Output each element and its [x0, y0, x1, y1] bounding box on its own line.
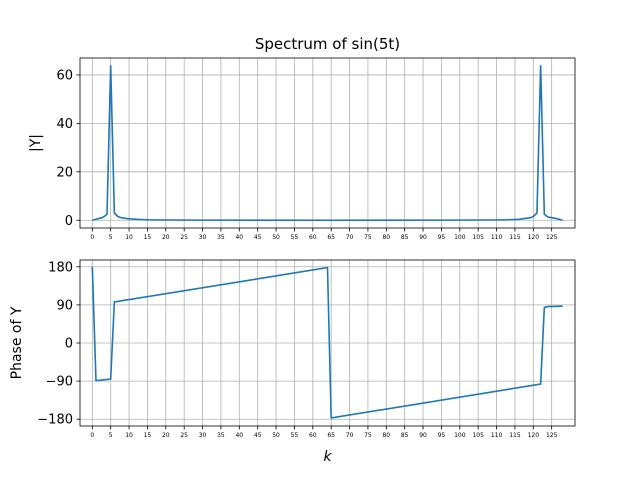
magnitude-y-axis-label: |Y|	[28, 134, 44, 152]
phase-x-tick-label: 30	[199, 432, 207, 439]
magnitude-y-tick-label: 40	[56, 117, 73, 132]
magnitude-x-tick-label: 55	[291, 234, 299, 241]
magnitude-x-tick-label: 110	[491, 234, 503, 241]
magnitude-x-tick-label: 125	[546, 234, 558, 241]
magnitude-subplot: 0 5 10 15 20 25 30 35 40 45 50 55 60 65 70 75 80 85 90 95 10…	[28, 35, 576, 241]
magnitude-y-tick-label: 0	[65, 214, 73, 229]
phase-x-tick-label: 55	[291, 432, 299, 439]
magnitude-x-tick-label: 15	[144, 234, 152, 241]
magnitude-x-ticks: 0 5 10 15 20 25 30 35 40 45 50 55 60 65 70 75 80 85 90 95 10…	[90, 228, 558, 241]
phase-x-tick-label: 65	[327, 432, 335, 439]
phase-x-axis-label: k	[323, 449, 332, 465]
phase-x-tick-label: 120	[528, 432, 540, 439]
magnitude-x-tick-label: 35	[217, 234, 225, 241]
phase-x-tick-label: 105	[472, 432, 484, 439]
phase-x-tick-label: 35	[217, 432, 225, 439]
phase-y-tick-label: 180	[48, 260, 73, 275]
phase-subplot: 0 5 10 15 20 25 30 35 40 45 50 55 60 65 70 75 80 85 90 95 10…	[9, 259, 576, 465]
magnitude-x-tick-label: 10	[125, 234, 133, 241]
magnitude-x-tick-label: 115	[509, 234, 521, 241]
phase-x-tick-label: 0	[90, 432, 94, 439]
phase-x-tick-label: 115	[509, 432, 521, 439]
phase-x-ticks: 0 5 10 15 20 25 30 35 40 45 50 55 60 65 70 75 80 85 90 95 10…	[90, 426, 558, 439]
magnitude-x-tick-label: 60	[309, 234, 317, 241]
phase-x-tick-label: 10	[125, 432, 133, 439]
magnitude-series-line	[92, 65, 563, 222]
phase-x-tick-label: 80	[382, 432, 390, 439]
magnitude-x-tick-label: 90	[419, 234, 427, 241]
phase-y-tick-label: −180	[37, 413, 73, 428]
magnitude-chart-title: Spectrum of sin(5t)	[255, 35, 400, 53]
phase-x-tick-label: 40	[235, 432, 243, 439]
magnitude-x-tick-label: 20	[162, 234, 170, 241]
magnitude-grid	[80, 58, 575, 228]
phase-x-tick-label: 85	[401, 432, 409, 439]
magnitude-x-tick-label: 0	[90, 234, 94, 241]
magnitude-x-tick-label: 85	[401, 234, 409, 241]
magnitude-x-tick-label: 65	[327, 234, 335, 241]
phase-x-tick-label: 125	[546, 432, 558, 439]
magnitude-x-tick-label: 40	[235, 234, 243, 241]
phase-y-tick-label: 0	[65, 337, 73, 352]
magnitude-x-tick-label: 75	[364, 234, 372, 241]
phase-x-tick-label: 25	[180, 432, 188, 439]
phase-x-tick-label: 75	[364, 432, 372, 439]
phase-x-tick-label: 60	[309, 432, 317, 439]
magnitude-x-tick-label: 95	[438, 234, 446, 241]
magnitude-axes-frame	[79, 57, 576, 229]
phase-y-tick-label: −90	[46, 375, 73, 390]
magnitude-x-tick-label: 50	[272, 234, 280, 241]
magnitude-x-tick-label: 25	[180, 234, 188, 241]
phase-x-tick-label: 95	[438, 432, 446, 439]
phase-x-tick-label: 50	[272, 432, 280, 439]
phase-x-tick-label: 15	[144, 432, 152, 439]
magnitude-x-tick-label: 5	[109, 234, 113, 241]
phase-y-ticks: 180 90 0 −90 −180	[37, 260, 80, 428]
phase-x-tick-label: 5	[109, 432, 113, 439]
magnitude-y-ticks: 0 20 40 60	[56, 68, 80, 229]
magnitude-x-tick-label: 120	[528, 234, 540, 241]
magnitude-y-tick-label: 20	[56, 165, 73, 180]
magnitude-x-tick-label: 100	[454, 234, 466, 241]
phase-x-tick-label: 70	[346, 432, 354, 439]
phase-y-tick-label: 90	[56, 298, 73, 313]
phase-y-axis-label: Phase of Y	[9, 306, 25, 379]
phase-x-tick-label: 100	[454, 432, 466, 439]
phase-x-tick-label: 110	[491, 432, 503, 439]
phase-x-tick-label: 45	[254, 432, 262, 439]
phase-series-line	[91, 266, 563, 419]
magnitude-x-tick-label: 30	[199, 234, 207, 241]
phase-x-tick-label: 20	[162, 432, 170, 439]
phase-x-tick-label: 90	[419, 432, 427, 439]
magnitude-x-tick-label: 80	[382, 234, 390, 241]
magnitude-x-tick-label: 70	[346, 234, 354, 241]
magnitude-y-tick-label: 60	[56, 68, 73, 83]
magnitude-x-tick-label: 105	[472, 234, 484, 241]
magnitude-x-tick-label: 45	[254, 234, 262, 241]
